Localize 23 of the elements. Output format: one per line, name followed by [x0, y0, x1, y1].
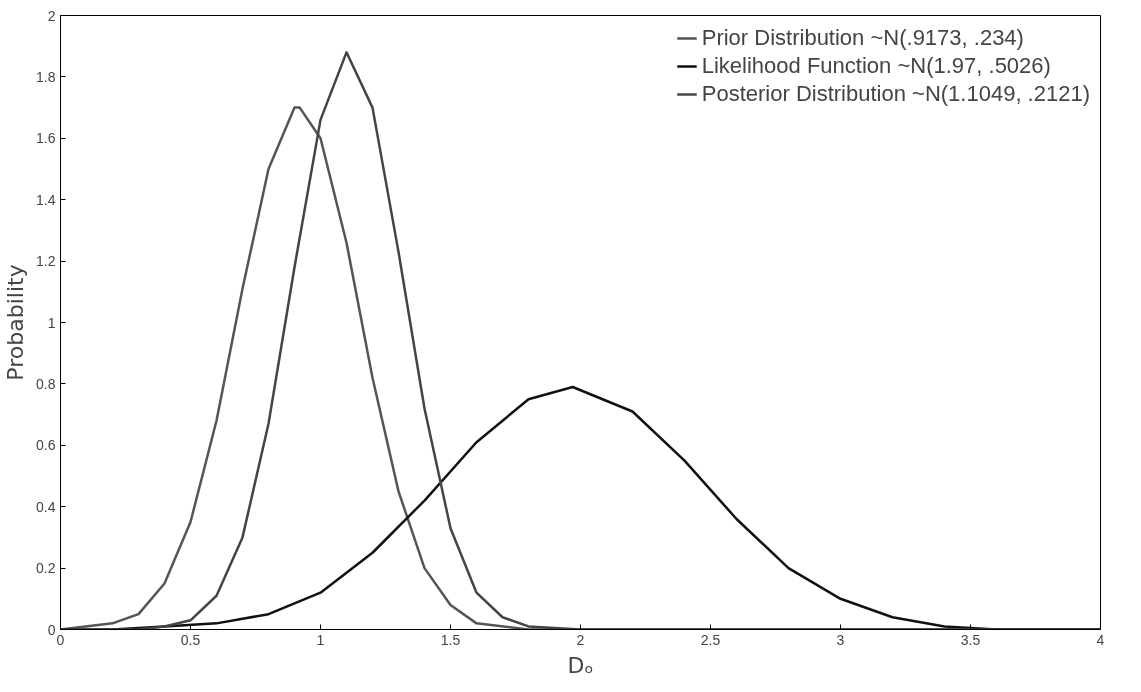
y-tick-label: 1.8	[36, 68, 56, 85]
x-tick-label: 1	[316, 631, 325, 648]
y-axis-title: Probability	[3, 264, 29, 381]
y-tick-label: 1	[47, 314, 56, 331]
legend-label: Likelihood Function ~N(1.97, .5026)	[701, 53, 1051, 79]
x-tick-label: 2.5	[700, 631, 721, 648]
x-axis-title: Dₒ	[567, 652, 594, 678]
x-tick-label: 3.5	[960, 631, 981, 648]
y-tick-label: 0.2	[36, 560, 56, 577]
x-tick-label: 0.5	[180, 631, 201, 648]
y-tick-label: 1.4	[36, 191, 56, 208]
legend-label: Posterior Distribution ~N(1.1049, .2121)	[701, 81, 1090, 107]
y-tick-label: 1.2	[36, 253, 56, 270]
x-tick-label: 2	[576, 631, 585, 648]
y-tick-label: 0.4	[36, 498, 56, 515]
x-tick-label: 4	[1096, 631, 1105, 648]
y-tick-label: 2	[47, 7, 56, 24]
y-tick-label: 0.6	[36, 437, 56, 454]
x-tick-label: 1.5	[440, 631, 461, 648]
y-tick-label: 1.6	[36, 130, 56, 147]
x-tick-label: 3	[836, 631, 845, 648]
legend-label: Prior Distribution ~N(.9173, .234)	[701, 25, 1024, 51]
y-tick-label: 0.8	[36, 375, 56, 392]
